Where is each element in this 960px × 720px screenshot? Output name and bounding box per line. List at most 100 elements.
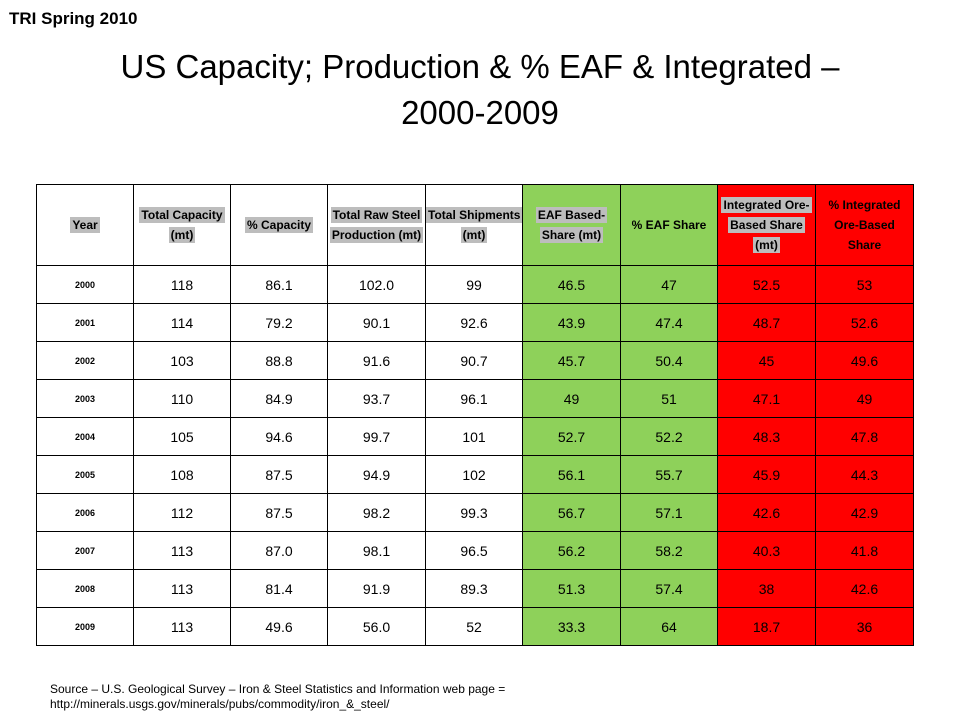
cell-percent-integrated-share: 41.8 xyxy=(815,531,914,570)
cell-total-capacity: 108 xyxy=(133,455,231,494)
cell-total-raw-steel: 90.1 xyxy=(327,303,426,342)
cell-integrated-share: 48.7 xyxy=(717,303,816,342)
title-line-1: US Capacity; Production & % EAF & Integr… xyxy=(120,48,840,85)
cell-total-capacity: 103 xyxy=(133,341,231,380)
table-body: 2000 118 86.1 102.0 99 46.5 47 52.5 53 2001 114 79.… xyxy=(36,265,914,646)
cell-percent-eaf-share: 57.1 xyxy=(620,493,718,532)
cell-percent-capacity: 87.5 xyxy=(230,493,328,532)
cell-percent-capacity: 88.8 xyxy=(230,341,328,380)
cell-percent-integrated-share: 44.3 xyxy=(815,455,914,494)
cell-percent-eaf-share: 47.4 xyxy=(620,303,718,342)
cell-total-shipments: 52 xyxy=(425,607,523,646)
header-percent-integrated-share: % Integrated Ore-Based Share xyxy=(815,184,914,266)
cell-percent-eaf-share: 58.2 xyxy=(620,531,718,570)
cell-total-capacity: 105 xyxy=(133,417,231,456)
cell-total-raw-steel: 99.7 xyxy=(327,417,426,456)
source-line-1: Source – U.S. Geological Survey – Iron &… xyxy=(50,682,506,696)
table-row: 2005 108 87.5 94.9 102 56.1 55.7 45.9 44.3 xyxy=(36,455,914,494)
table-row: 2007 113 87.0 98.1 96.5 56.2 58.2 40.3 41.8 xyxy=(36,531,914,570)
slide-title: US Capacity; Production & % EAF & Integr… xyxy=(40,44,920,136)
cell-total-raw-steel: 102.0 xyxy=(327,265,426,304)
header-total-raw-steel-label: Total Raw Steel Production (mt) xyxy=(329,207,424,243)
cell-percent-capacity: 79.2 xyxy=(230,303,328,342)
cell-integrated-share: 48.3 xyxy=(717,417,816,456)
cell-percent-eaf-share: 50.4 xyxy=(620,341,718,380)
table-row: 2004 105 94.6 99.7 101 52.7 52.2 48.3 47.8 xyxy=(36,417,914,456)
table-row: 2008 113 81.4 91.9 89.3 51.3 57.4 38 42.6 xyxy=(36,569,914,608)
cell-percent-eaf-share: 55.7 xyxy=(620,455,718,494)
cell-integrated-share: 40.3 xyxy=(717,531,816,570)
header-year: Year xyxy=(36,184,134,266)
capacity-production-table: Year Total Capacity (mt) % Capacity Tota… xyxy=(36,184,914,646)
cell-eaf-based-share: 43.9 xyxy=(522,303,621,342)
cell-percent-integrated-share: 52.6 xyxy=(815,303,914,342)
cell-percent-integrated-share: 36 xyxy=(815,607,914,646)
title-line-2: 2000-2009 xyxy=(401,94,559,131)
header-percent-eaf-share-label: % EAF Share xyxy=(631,218,707,232)
header-total-capacity-label: Total Capacity (mt) xyxy=(139,207,225,243)
cell-eaf-based-share: 51.3 xyxy=(522,569,621,608)
cell-total-shipments: 90.7 xyxy=(425,341,523,380)
cell-total-capacity: 113 xyxy=(133,569,231,608)
cell-total-raw-steel: 94.9 xyxy=(327,455,426,494)
header-percent-capacity: % Capacity xyxy=(230,184,328,266)
cell-total-shipments: 89.3 xyxy=(425,569,523,608)
table-row: 2002 103 88.8 91.6 90.7 45.7 50.4 45 49.6 xyxy=(36,341,914,380)
cell-year: 2003 xyxy=(36,379,134,418)
cell-percent-capacity: 87.5 xyxy=(230,455,328,494)
cell-integrated-share: 18.7 xyxy=(717,607,816,646)
cell-total-raw-steel: 56.0 xyxy=(327,607,426,646)
cell-eaf-based-share: 56.7 xyxy=(522,493,621,532)
header-eaf-based-share: EAF Based-Share (mt) xyxy=(522,184,621,266)
cell-integrated-share: 47.1 xyxy=(717,379,816,418)
cell-total-raw-steel: 91.6 xyxy=(327,341,426,380)
cell-total-capacity: 114 xyxy=(133,303,231,342)
cell-total-shipments: 101 xyxy=(425,417,523,456)
cell-eaf-based-share: 52.7 xyxy=(522,417,621,456)
cell-percent-capacity: 87.0 xyxy=(230,531,328,570)
cell-year: 2000 xyxy=(36,265,134,304)
cell-percent-eaf-share: 57.4 xyxy=(620,569,718,608)
cell-percent-integrated-share: 47.8 xyxy=(815,417,914,456)
corner-label: TRI Spring 2010 xyxy=(9,9,138,28)
cell-eaf-based-share: 56.1 xyxy=(522,455,621,494)
cell-total-raw-steel: 91.9 xyxy=(327,569,426,608)
table-row: 2001 114 79.2 90.1 92.6 43.9 47.4 48.7 52.6 xyxy=(36,303,914,342)
cell-total-raw-steel: 93.7 xyxy=(327,379,426,418)
cell-integrated-share: 38 xyxy=(717,569,816,608)
cell-year: 2006 xyxy=(36,493,134,532)
cell-percent-capacity: 84.9 xyxy=(230,379,328,418)
cell-total-shipments: 99 xyxy=(425,265,523,304)
cell-total-shipments: 92.6 xyxy=(425,303,523,342)
header-integrated-share: Integrated Ore-Based Share (mt) xyxy=(717,184,816,266)
cell-total-capacity: 113 xyxy=(133,531,231,570)
table-row: 2009 113 49.6 56.0 52 33.3 64 18.7 36 xyxy=(36,607,914,646)
cell-percent-eaf-share: 64 xyxy=(620,607,718,646)
cell-percent-integrated-share: 42.6 xyxy=(815,569,914,608)
cell-percent-capacity: 49.6 xyxy=(230,607,328,646)
cell-integrated-share: 45.9 xyxy=(717,455,816,494)
header-total-capacity: Total Capacity (mt) xyxy=(133,184,231,266)
cell-percent-capacity: 86.1 xyxy=(230,265,328,304)
cell-eaf-based-share: 56.2 xyxy=(522,531,621,570)
cell-integrated-share: 52.5 xyxy=(717,265,816,304)
cell-total-shipments: 96.1 xyxy=(425,379,523,418)
header-percent-capacity-label: % Capacity xyxy=(244,217,314,233)
source-note: Source – U.S. Geological Survey – Iron &… xyxy=(50,682,505,712)
table-row: 2003 110 84.9 93.7 96.1 49 51 47.1 49 xyxy=(36,379,914,418)
cell-percent-eaf-share: 47 xyxy=(620,265,718,304)
cell-integrated-share: 45 xyxy=(717,341,816,380)
cell-total-shipments: 99.3 xyxy=(425,493,523,532)
cell-percent-capacity: 94.6 xyxy=(230,417,328,456)
header-percent-eaf-share: % EAF Share xyxy=(620,184,718,266)
header-eaf-based-share-label: EAF Based-Share (mt) xyxy=(535,207,608,243)
cell-eaf-based-share: 33.3 xyxy=(522,607,621,646)
cell-percent-integrated-share: 49.6 xyxy=(815,341,914,380)
cell-year: 2009 xyxy=(36,607,134,646)
cell-eaf-based-share: 49 xyxy=(522,379,621,418)
header-total-raw-steel: Total Raw Steel Production (mt) xyxy=(327,184,426,266)
header-total-shipments: Total Shipments (mt) xyxy=(425,184,523,266)
cell-total-capacity: 112 xyxy=(133,493,231,532)
cell-eaf-based-share: 45.7 xyxy=(522,341,621,380)
cell-percent-integrated-share: 42.9 xyxy=(815,493,914,532)
